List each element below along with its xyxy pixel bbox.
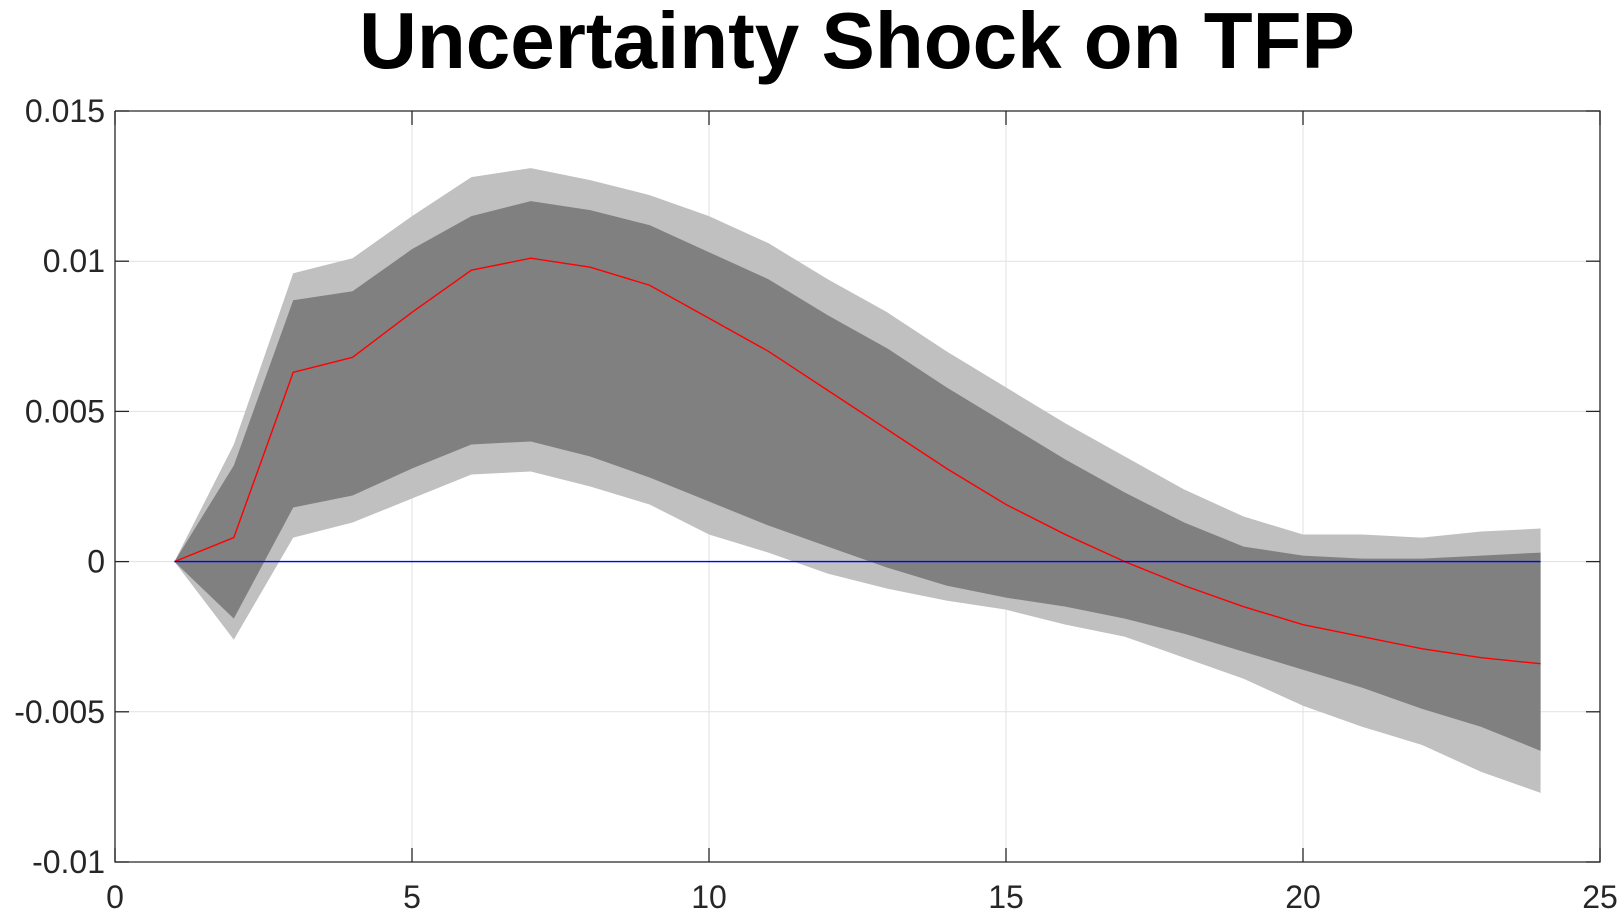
y-tick-label: 0.01 (43, 243, 105, 279)
y-tick-labels: -0.01 -0.005 0 0.005 0.01 0.015 (14, 93, 105, 880)
confidence-band-2 (174, 201, 1541, 751)
chart-title: Uncertainty Shock on TFP (359, 0, 1355, 85)
x-tick-label: 20 (1285, 879, 1321, 914)
band-layer (174, 168, 1541, 793)
x-tick-label: 10 (691, 879, 727, 914)
y-tick-label: -0.005 (14, 694, 105, 730)
x-tick-label: 5 (403, 879, 421, 914)
x-tick-labels: 0 5 10 15 20 25 (106, 879, 1618, 914)
axis-layer (114, 110, 1601, 863)
series-layer (174, 257, 1541, 665)
x-tick-label: 25 (1582, 879, 1618, 914)
y-tick-label: 0.015 (25, 93, 105, 129)
series-line-1 (174, 257, 1541, 665)
y-tick-label: 0 (87, 544, 105, 580)
x-tick-label: 15 (988, 879, 1024, 914)
y-tick-label: -0.01 (32, 844, 105, 880)
x-tick-label: 0 (106, 879, 124, 914)
y-tick-label: 0.005 (25, 393, 105, 429)
